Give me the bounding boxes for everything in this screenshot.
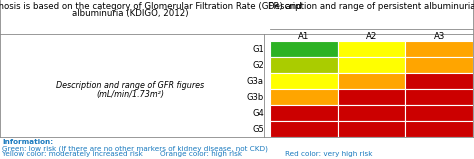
Text: G3a: G3a	[247, 76, 264, 86]
Bar	[270, 73, 337, 89]
Bar	[405, 121, 473, 137]
Text: Green: low risk (If there are no other markers of kidney disease, not CKD): Green: low risk (If there are no other m…	[2, 145, 268, 152]
Text: Information:: Information:	[2, 139, 53, 145]
Text: CKD prognosis is based on the category of Glomerular Filtration Rate (GFR) and: CKD prognosis is based on the category o…	[0, 2, 302, 11]
Bar	[270, 41, 337, 57]
Text: G2: G2	[252, 61, 264, 69]
Bar	[405, 73, 473, 89]
Text: Yellow color: moderately increased risk: Yellow color: moderately increased risk	[2, 151, 143, 157]
Bar	[337, 41, 405, 57]
Text: A1: A1	[298, 32, 310, 41]
Text: A3: A3	[434, 32, 445, 41]
Bar	[337, 73, 405, 89]
Text: G1: G1	[252, 45, 264, 53]
Text: A2: A2	[366, 32, 377, 41]
Text: G4: G4	[252, 108, 264, 118]
Bar	[405, 105, 473, 121]
Bar	[270, 121, 337, 137]
Text: Red color: very high risk: Red color: very high risk	[285, 151, 373, 157]
Bar	[405, 41, 473, 57]
Bar	[270, 89, 337, 105]
Bar	[270, 57, 337, 73]
Text: G3b: G3b	[247, 93, 264, 101]
Bar	[405, 89, 473, 105]
Bar	[337, 121, 405, 137]
Bar	[405, 57, 473, 73]
Text: Description and range of persistent albuminuria: Description and range of persistent albu…	[268, 2, 474, 11]
Bar	[337, 89, 405, 105]
Text: Description and range of GFR figures: Description and range of GFR figures	[56, 82, 204, 90]
Text: albuminuria (KDIGO, 2012): albuminuria (KDIGO, 2012)	[72, 9, 188, 18]
Text: (mL/min/1.73m²): (mL/min/1.73m²)	[96, 90, 164, 98]
Text: Orange color: high risk: Orange color: high risk	[160, 151, 242, 157]
Text: G5: G5	[252, 124, 264, 134]
Bar	[337, 57, 405, 73]
Bar	[337, 105, 405, 121]
Bar	[270, 105, 337, 121]
